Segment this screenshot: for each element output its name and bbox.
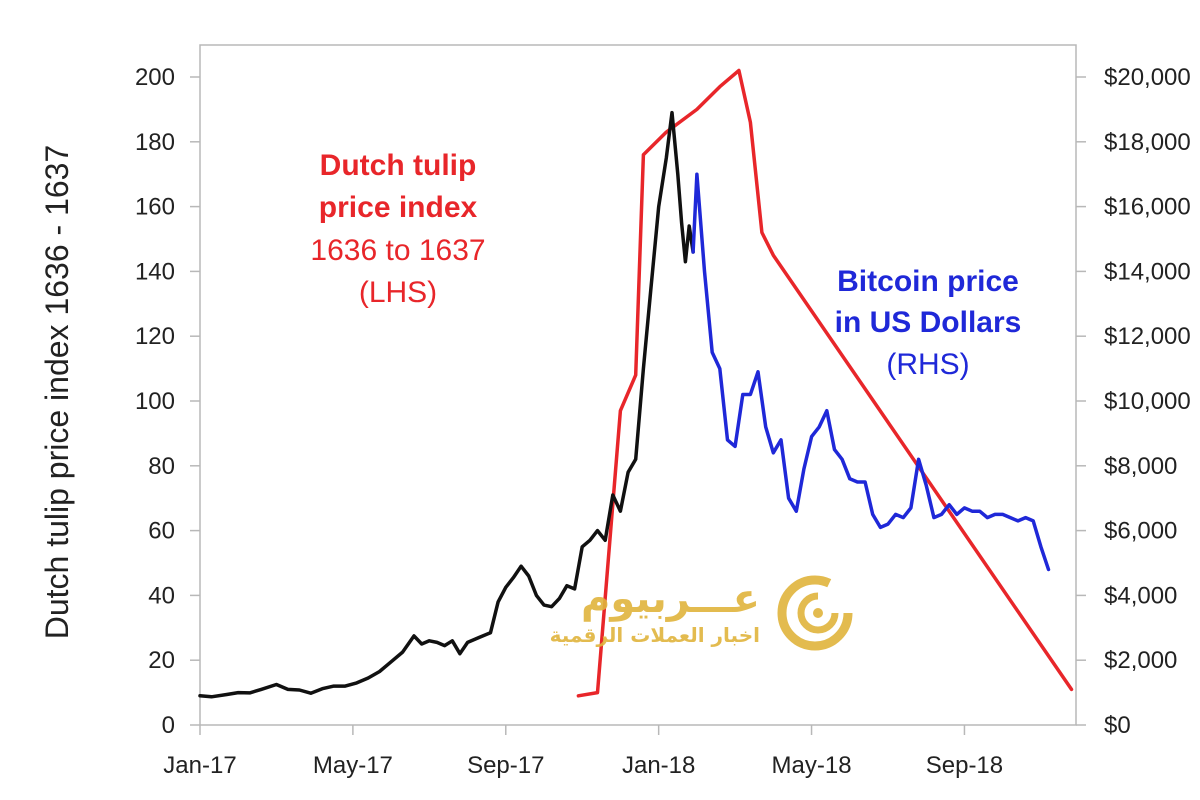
left-tick-label: 20 [148,647,175,674]
series-layer [198,68,1074,699]
x-axis-ticks: Jan-17 May-17 Sep-17 Jan-18 May-18 Sep-18 [163,725,1003,779]
watermark: عـــربيوم اخبار العملات الرقمية [550,575,853,651]
x-tick-label: Jan-18 [622,752,695,779]
tulip-annotation-line3: 1636 to 1637 [310,234,485,267]
right-tick-label: $12,000 [1104,323,1191,350]
tulip-annotation: Dutch tulip price index 1636 to 1637 (LH… [310,149,485,309]
left-axis-ticks: 0 20 40 60 80 100 120 140 160 180 200 [135,64,200,739]
right-tick-label: $16,000 [1104,194,1191,221]
left-tick-label: 200 [135,64,175,91]
y-axis-label: Dutch tulip price index 1636 - 1637 [39,145,75,640]
left-tick-label: 180 [135,129,175,156]
right-tick-label: $18,000 [1104,129,1191,156]
right-tick-label: $8,000 [1104,453,1177,480]
bitcoin-annotation-line3: (RHS) [886,348,969,381]
series-line-2 [691,172,1051,572]
right-tick-label: $20,000 [1104,64,1191,91]
right-tick-label: $2,000 [1104,647,1177,674]
left-tick-label: 60 [148,518,175,545]
x-tick-label: May-17 [313,752,393,779]
plot-frame [199,44,1077,726]
left-tick-label: 160 [135,194,175,221]
x-tick-label: Sep-17 [467,752,544,779]
left-tick-label: 80 [148,453,175,480]
right-axis-ticks: $0 $2,000 $4,000 $6,000 $8,000 $10,000 $12,000… [1076,64,1191,739]
right-tick-label: $0 [1104,712,1131,739]
right-tick-label: $14,000 [1104,258,1191,285]
watermark-logo-icon [777,575,853,651]
left-tick-label: 120 [135,323,175,350]
tulip-annotation-line2: price index [319,191,478,224]
tulip-annotation-line1: Dutch tulip [320,149,477,182]
x-tick-label: Sep-18 [926,752,1003,779]
bitcoin-annotation-line2: in US Dollars [835,306,1022,339]
watermark-subtitle: اخبار العملات الرقمية [550,623,760,647]
watermark-title: عـــربيوم [581,576,760,622]
bitcoin-annotation: Bitcoin price in US Dollars (RHS) [835,265,1022,381]
x-tick-label: May-18 [772,752,852,779]
bitcoin-annotation-line1: Bitcoin price [837,265,1019,298]
left-tick-label: 100 [135,388,175,415]
left-tick-label: 40 [148,582,175,609]
right-tick-label: $10,000 [1104,388,1191,415]
left-tick-label: 140 [135,258,175,285]
x-tick-label: Jan-17 [163,752,236,779]
tulip-annotation-line4: (LHS) [359,276,437,309]
left-tick-label: 0 [162,712,175,739]
right-tick-label: $6,000 [1104,518,1177,545]
right-tick-label: $4,000 [1104,582,1177,609]
